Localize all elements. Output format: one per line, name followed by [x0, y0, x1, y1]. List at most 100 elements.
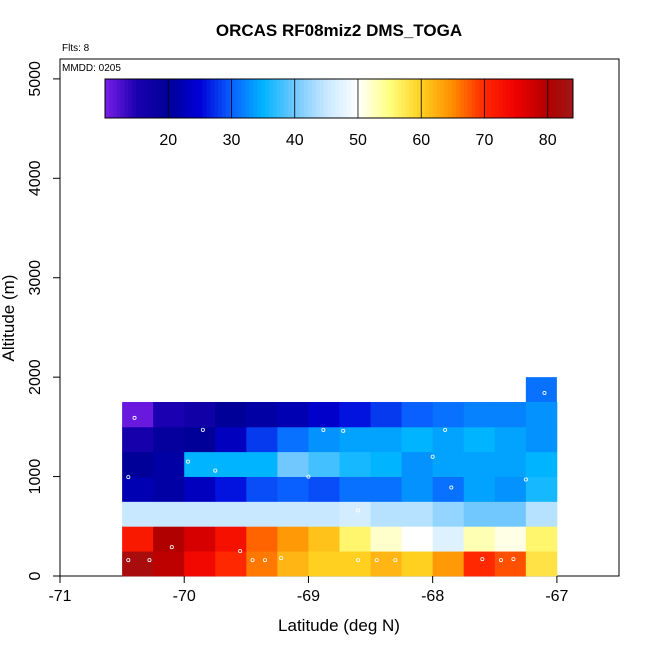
- colorbar-segment: [284, 79, 289, 118]
- colorbar-segment: [495, 79, 500, 118]
- heatmap-cell: [153, 501, 185, 527]
- heatmap-cell: [432, 402, 465, 428]
- sample-point: [523, 477, 528, 482]
- heatmap-cell: [215, 526, 247, 552]
- colorbar-segment: [510, 79, 515, 118]
- sample-point: [405, 541, 410, 546]
- colorbar-segment: [362, 79, 367, 118]
- heatmap-cell: [370, 501, 403, 527]
- y-tick-label: 2000: [27, 359, 44, 395]
- heatmap-cell: [308, 551, 340, 577]
- colorbar-segment: [307, 79, 313, 118]
- heatmap-cell: [184, 451, 216, 477]
- colorbar-segment: [498, 79, 504, 118]
- colorbar-segment: [225, 79, 231, 118]
- colorbar-segment: [541, 79, 547, 118]
- sample-point: [126, 475, 131, 480]
- heatmap-cell: [308, 501, 340, 527]
- heatmap-cell: [215, 476, 247, 502]
- heatmap-cell: [463, 426, 496, 453]
- colorbar-segment: [491, 79, 496, 118]
- colorbar-segment: [108, 79, 114, 118]
- colorbar-segment: [159, 79, 164, 118]
- heatmap-cell: [153, 426, 185, 453]
- heatmap-cell: [277, 426, 309, 453]
- colorbar-segment: [237, 79, 242, 118]
- colorbar-segment: [358, 79, 363, 118]
- heatmap-cell: [370, 451, 403, 477]
- heatmap-cell: [215, 426, 247, 453]
- sample-point: [393, 558, 398, 563]
- colorbar-segment: [487, 79, 492, 118]
- heatmap-cell: [370, 426, 403, 453]
- heatmap-cell: [153, 526, 185, 552]
- heatmap-cell: [308, 526, 340, 552]
- x-tick-label: -67: [545, 588, 568, 605]
- heatmap-cell: [308, 451, 340, 477]
- heatmap-cell: [308, 402, 340, 428]
- heatmap-cell: [339, 402, 371, 428]
- colorbar-segment: [222, 79, 227, 118]
- heatmap-cell: [463, 402, 496, 428]
- colorbar-segment: [288, 79, 293, 118]
- heatmap-cell: [401, 551, 434, 577]
- colorbar-segment: [522, 79, 527, 118]
- heatmap-cell: [246, 551, 278, 577]
- colorbar-segment: [155, 79, 161, 118]
- heatmap-cell: [246, 501, 278, 527]
- heatmap-cell: [184, 501, 216, 527]
- heatmap-cell: [122, 426, 154, 453]
- sample-point: [185, 459, 190, 464]
- colorbar-segment: [374, 79, 379, 118]
- sample-point: [374, 558, 379, 563]
- colorbar-segment: [327, 79, 332, 118]
- sample-point: [126, 558, 131, 563]
- y-tick-label: 4000: [27, 160, 44, 196]
- heatmap-cell: [401, 451, 434, 477]
- sample-point: [279, 556, 284, 561]
- colorbar-segment: [183, 79, 188, 118]
- heatmap-cell: [122, 501, 154, 527]
- heatmap-cell: [277, 526, 309, 552]
- heatmap-cell: [246, 476, 278, 502]
- colorbar-tick-label: 60: [412, 132, 430, 149]
- heatmap-cell: [153, 451, 185, 477]
- colorbar-segment: [385, 79, 391, 118]
- heatmap-cells: [122, 377, 558, 577]
- colorbar-segment: [202, 79, 207, 118]
- sample-point: [449, 485, 454, 490]
- colorbar-segment: [300, 79, 305, 118]
- date-label: MMDD: 0205: [62, 63, 121, 74]
- sample-point: [262, 558, 267, 563]
- colorbar-segment: [417, 79, 422, 118]
- heatmap-cell: [463, 551, 496, 577]
- heatmap-cell: [215, 551, 247, 577]
- colorbar-segment: [311, 79, 317, 118]
- colorbar-segment: [167, 79, 172, 118]
- heatmap-cell: [122, 476, 154, 502]
- heatmap-cell: [525, 501, 558, 527]
- heatmap-cell: [370, 551, 403, 577]
- y-tick-label: 3000: [27, 260, 44, 296]
- sample-point: [213, 468, 218, 473]
- heatmap-cell: [153, 476, 185, 502]
- heatmap-cell: [370, 526, 403, 552]
- heatmap-cell: [525, 426, 558, 453]
- colorbar-segment: [261, 79, 266, 118]
- heatmap-cell: [122, 451, 154, 477]
- x-tick-label: -70: [173, 588, 196, 605]
- heatmap-cell: [339, 476, 371, 502]
- heatmap-cell: [494, 501, 527, 527]
- heatmap-cell: [339, 451, 371, 477]
- colorbar-segment: [432, 79, 437, 118]
- colorbar-segment: [179, 79, 184, 118]
- colorbar-segment: [370, 79, 375, 118]
- colorbar-segment: [206, 79, 211, 118]
- colorbar-segment: [105, 79, 110, 118]
- colorbar-frame: [104, 78, 574, 119]
- colorbar-segment: [319, 79, 324, 118]
- colorbar-segment: [120, 79, 125, 118]
- heatmap-cell: [370, 476, 403, 502]
- heatmap-cell: [401, 526, 434, 552]
- heatmap-cell: [432, 501, 465, 527]
